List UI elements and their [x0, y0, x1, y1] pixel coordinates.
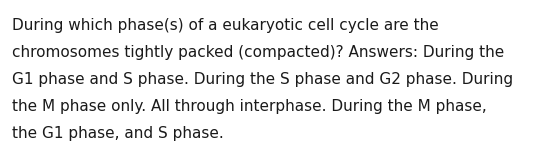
- Text: During which phase(s) of a eukaryotic cell cycle are the: During which phase(s) of a eukaryotic ce…: [12, 18, 439, 33]
- Text: chromosomes tightly packed (compacted)? Answers: During the: chromosomes tightly packed (compacted)? …: [12, 45, 504, 60]
- Text: the M phase only. All through interphase. During the M phase,: the M phase only. All through interphase…: [12, 99, 487, 114]
- Text: the G1 phase, and S phase.: the G1 phase, and S phase.: [12, 126, 224, 141]
- Text: G1 phase and S phase. During the S phase and G2 phase. During: G1 phase and S phase. During the S phase…: [12, 72, 513, 87]
